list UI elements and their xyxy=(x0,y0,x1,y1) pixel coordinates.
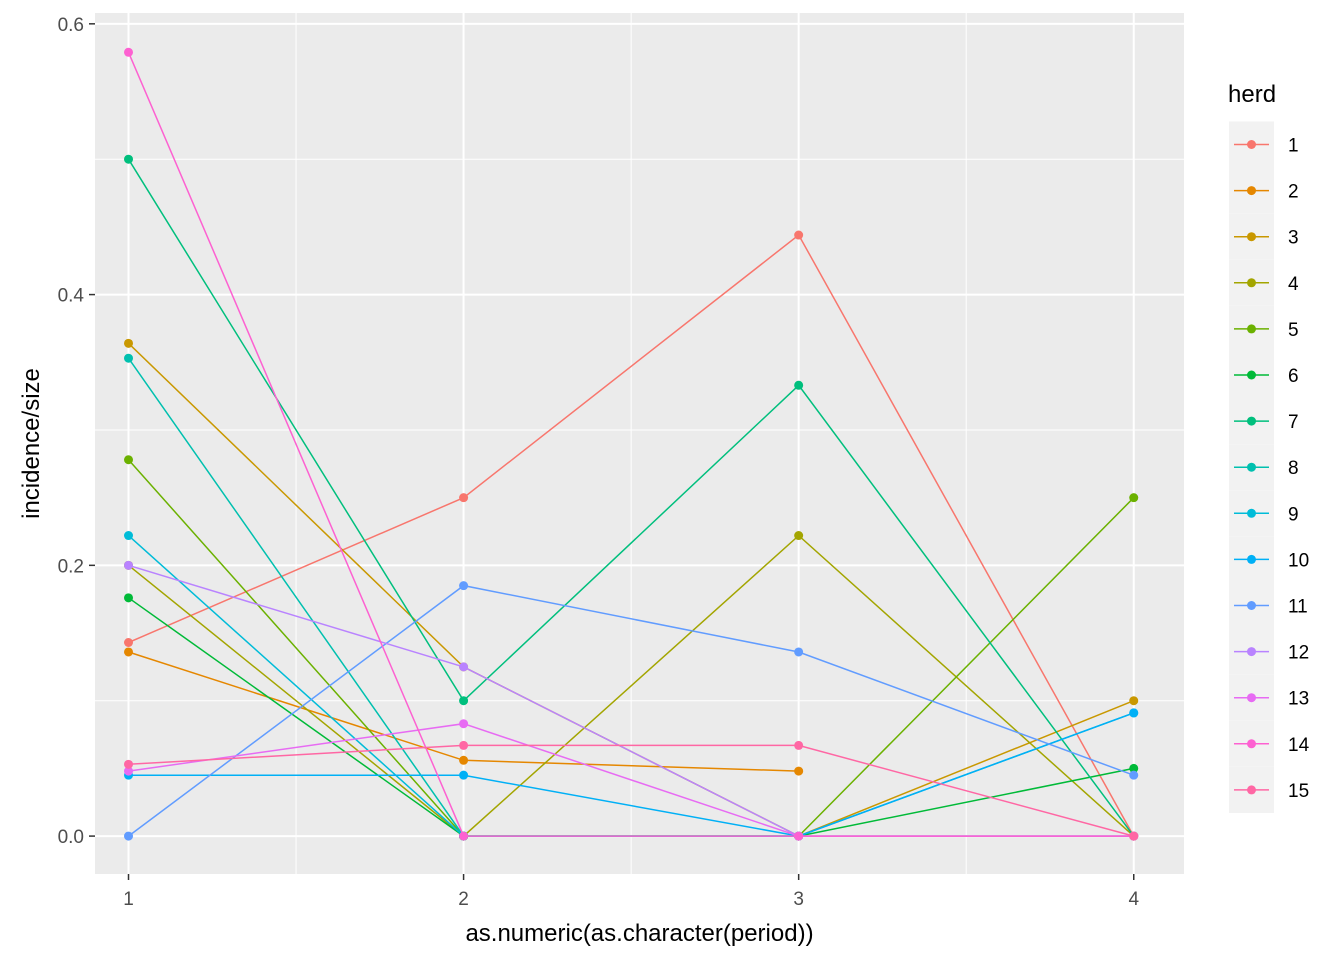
legend-label-herd-1: 1 xyxy=(1288,136,1299,157)
data-point-herd-14 xyxy=(459,831,469,841)
legend-key-point xyxy=(1247,554,1256,564)
data-point-herd-9 xyxy=(124,531,134,541)
legend-key-point xyxy=(1247,739,1256,749)
data-point-herd-7 xyxy=(459,696,469,706)
series-line-herd-15 xyxy=(128,744,1134,837)
legend-key-point xyxy=(1247,140,1256,149)
data-point-herd-1 xyxy=(124,638,134,648)
legend-key-point xyxy=(1247,508,1256,518)
legend-label-herd-6: 6 xyxy=(1288,366,1299,387)
data-point-herd-11 xyxy=(124,831,134,841)
series-line-herd-10 xyxy=(128,712,1134,837)
data-point-herd-10 xyxy=(459,770,469,780)
series-line-herd-11 xyxy=(128,584,1134,837)
data-point-herd-6 xyxy=(1129,763,1139,773)
series-line-herd-4 xyxy=(128,534,1135,838)
data-point-herd-1 xyxy=(459,493,469,503)
data-point-herd-15 xyxy=(794,740,804,750)
data-point-herd-8 xyxy=(124,353,134,363)
legend-key-point xyxy=(1247,462,1256,472)
y-tick-label: 0.6 xyxy=(58,15,84,36)
data-point-herd-5 xyxy=(124,455,134,465)
series-line-herd-1 xyxy=(128,233,1135,837)
data-point-herd-10 xyxy=(1129,708,1139,718)
data-point-herd-3 xyxy=(124,338,134,348)
legend-key-point xyxy=(1247,278,1256,288)
legend-key-point xyxy=(1247,785,1256,795)
legend-label-herd-10: 10 xyxy=(1288,550,1309,571)
data-point-herd-7 xyxy=(794,380,804,390)
legend-label-herd-14: 14 xyxy=(1288,735,1310,756)
data-point-herd-11 xyxy=(1129,770,1139,780)
legend-key-point xyxy=(1247,186,1256,196)
legend-label-herd-12: 12 xyxy=(1288,643,1309,664)
data-point-herd-3 xyxy=(1129,696,1139,706)
data-point-herd-5 xyxy=(1129,493,1139,503)
x-tick-label: 3 xyxy=(793,889,804,910)
data-point-herd-12 xyxy=(124,560,134,570)
data-point-herd-2 xyxy=(794,766,804,776)
data-point-herd-15 xyxy=(459,740,469,750)
data-point-herd-13 xyxy=(459,719,469,729)
data-point-herd-13 xyxy=(124,766,134,776)
legend-key-point xyxy=(1247,324,1256,334)
legend-key-point xyxy=(1247,693,1256,703)
y-tick-label: 0.2 xyxy=(58,556,84,577)
legend-label-herd-7: 7 xyxy=(1288,412,1299,433)
series-line-herd-7 xyxy=(127,158,1135,837)
data-point-herd-4 xyxy=(794,531,804,541)
legend-key-point xyxy=(1247,370,1256,380)
x-axis-title: as.numeric(as.character(period)) xyxy=(465,920,813,947)
plot-panel xyxy=(95,13,1184,874)
legend-key-point xyxy=(1247,232,1256,242)
data-point-herd-14 xyxy=(124,47,134,57)
data-point-herd-7 xyxy=(124,154,134,164)
data-point-herd-2 xyxy=(124,647,134,657)
data-point-herd-15 xyxy=(1129,831,1139,841)
series-line-herd-14 xyxy=(127,52,1134,837)
data-point-herd-2 xyxy=(459,755,469,765)
legend-label-herd-15: 15 xyxy=(1288,781,1309,802)
data-point-herd-11 xyxy=(794,647,804,657)
legend-label-herd-9: 9 xyxy=(1288,504,1299,525)
legend-label-herd-2: 2 xyxy=(1288,182,1299,203)
data-point-herd-15 xyxy=(124,759,134,769)
legend-title: herd xyxy=(1228,81,1276,108)
y-axis-title: incidence/size xyxy=(18,368,45,519)
legend-label-herd-13: 13 xyxy=(1288,689,1309,710)
data-point-herd-6 xyxy=(124,593,134,603)
legend-label-herd-4: 4 xyxy=(1288,274,1299,295)
y-tick-label: 0.0 xyxy=(58,827,84,848)
x-tick-label: 2 xyxy=(458,889,469,910)
legend-label-herd-11: 11 xyxy=(1288,597,1308,618)
data-point-herd-11 xyxy=(459,581,469,591)
x-tick-label: 4 xyxy=(1128,889,1139,910)
legend-label-herd-5: 5 xyxy=(1288,320,1299,341)
y-tick-label: 0.4 xyxy=(58,286,85,307)
data-point-herd-1 xyxy=(794,230,804,240)
x-tick-label: 1 xyxy=(123,889,134,910)
legend-key-point xyxy=(1247,601,1256,610)
data-point-herd-12 xyxy=(459,662,469,672)
legend-label-herd-3: 3 xyxy=(1288,228,1299,249)
legend-label-herd-8: 8 xyxy=(1288,458,1299,479)
legend-key-point xyxy=(1247,647,1256,657)
legend-key-point xyxy=(1247,416,1256,426)
data-point-herd-14 xyxy=(794,831,804,841)
